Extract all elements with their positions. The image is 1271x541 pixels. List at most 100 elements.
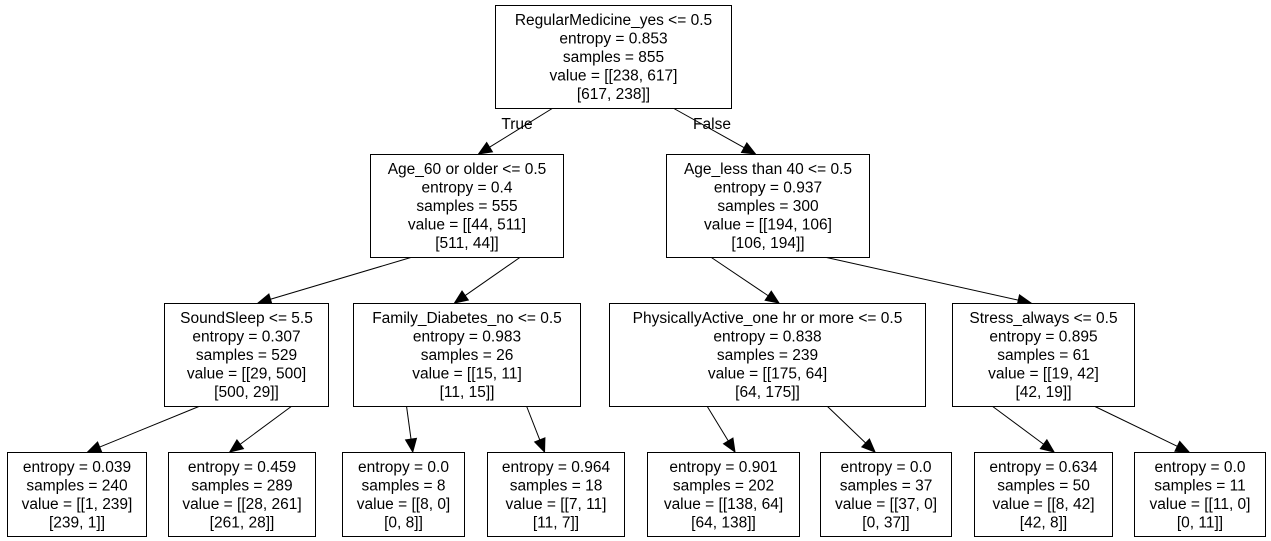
edge-label-true: True	[501, 116, 532, 133]
node-text-line: samples = 8	[361, 477, 445, 494]
node-text-line: entropy = 0.901	[669, 459, 777, 476]
node-text-line: value = [[29, 500]	[187, 366, 306, 383]
arrowhead-icon	[1174, 440, 1191, 453]
node-text-line: samples = 202	[673, 477, 774, 494]
node-box	[370, 154, 564, 258]
node-text-line: samples = 26	[421, 347, 514, 364]
node-box	[647, 452, 800, 537]
edge-line	[672, 107, 745, 149]
edge-n2-n6	[824, 256, 1033, 307]
arrowhead-icon	[1039, 438, 1056, 453]
node-text-line: value = [[175, 64]	[708, 366, 827, 383]
node-box	[342, 452, 465, 537]
node-text-line: samples = 529	[196, 347, 297, 364]
node-text-line: value = [[8, 0]	[357, 496, 451, 513]
node-text-line: entropy = 0.0	[841, 459, 932, 476]
edge-line	[706, 405, 729, 442]
edge-line	[464, 256, 521, 296]
node-text-line: [511, 44]]	[435, 235, 498, 252]
node-text-line: PhysicallyActive_one hr or more <= 0.5	[633, 310, 903, 327]
node-box	[1134, 452, 1266, 537]
tree-node-n4: Family_Diabetes_no <= 0.5 entropy = 0.983…	[353, 303, 581, 407]
node-text-line: value = [[11, 0]	[1150, 496, 1251, 513]
edge-line	[239, 405, 293, 445]
edge-line	[991, 405, 1044, 445]
tree-node-n2: Age_less than 40 <= 0.5 entropy = 0.937sa…	[666, 154, 870, 258]
node-text-line: [11, 7]]	[533, 514, 579, 531]
node-text-line: value = [[1, 239]	[22, 496, 133, 513]
node-box	[164, 303, 329, 407]
node-text-line: value = [[28, 261]	[182, 496, 301, 513]
node-text-line: [106, 194]]	[731, 235, 804, 252]
node-text-line: entropy = 0.634	[989, 459, 1098, 476]
node-text-line: value = [[15, 11]	[412, 366, 522, 383]
arrowhead-icon	[453, 290, 470, 304]
node-text-line: entropy = 0.895	[989, 329, 1097, 346]
edge-n2-n5	[710, 256, 781, 304]
edge-line	[824, 256, 1019, 301]
arrowhead-icon	[764, 290, 781, 304]
node-text-line: Age_less than 40 <= 0.5	[684, 161, 852, 178]
arrowhead-icon	[86, 441, 103, 453]
node-text-line: Age_60 or older <= 0.5	[388, 161, 547, 178]
node-text-line: samples = 11	[1154, 477, 1245, 494]
node-text-line: samples = 555	[416, 198, 517, 215]
node-text-line: SoundSleep <= 5.5	[180, 310, 313, 327]
node-text-line: value = [[37, 0]	[835, 496, 937, 513]
edge-line	[526, 405, 541, 441]
nodes-layer: RegularMedicine_yes <= 0.5 entropy = 0.85…	[7, 5, 1266, 537]
node-text-line: entropy = 0.964	[502, 459, 611, 476]
node-box	[820, 452, 952, 537]
edge-label-false: False	[693, 116, 731, 133]
node-text-line: entropy = 0.4	[422, 180, 513, 197]
arrowhead-icon	[860, 438, 876, 453]
arrowhead-icon	[533, 437, 546, 454]
node-text-line: Family_Diabetes_no <= 0.5	[372, 310, 562, 327]
tree-node-n6: Stress_always <= 0.5 entropy = 0.895sampl…	[952, 303, 1135, 407]
node-text-line: [42, 19]]	[1015, 384, 1071, 401]
node-text-line: entropy = 0.0	[1155, 459, 1246, 476]
tree-node-n0: RegularMedicine_yes <= 0.5 entropy = 0.85…	[495, 5, 732, 109]
tree-node-n5: PhysicallyActive_one hr or more <= 0.5 en…	[609, 303, 926, 407]
node-text-line: value = [[19, 42]	[988, 366, 1099, 383]
node-box	[952, 303, 1135, 407]
node-text-line: samples = 61	[997, 347, 1090, 364]
edge-n4-n10	[526, 405, 546, 454]
edge-n4-n9	[404, 405, 418, 454]
node-text-line: [11, 15]]	[440, 384, 495, 401]
node-text-line: value = [[194, 106]	[704, 217, 832, 234]
tree-node-n3: SoundSleep <= 5.5 entropy = 0.307samples …	[164, 303, 329, 407]
edge-n3-n7	[86, 405, 201, 453]
edge-n1-n4	[453, 256, 521, 304]
edge-n5-n12	[826, 405, 876, 453]
edge-line	[489, 107, 554, 148]
node-text-line: entropy = 0.937	[714, 180, 822, 197]
edge-n1-n3	[256, 256, 413, 306]
node-text-line: entropy = 0.838	[713, 329, 821, 346]
edge-line	[99, 405, 201, 448]
node-box	[168, 452, 316, 537]
edge-line	[406, 405, 412, 440]
node-text-line: [0, 8]]	[384, 514, 423, 531]
node-box	[974, 452, 1113, 537]
edge-n6-n13	[991, 405, 1056, 453]
node-text-line: entropy = 0.0	[358, 459, 449, 476]
edge-n0-n1: True	[477, 107, 554, 155]
node-box	[7, 452, 147, 537]
node-text-line: samples = 37	[840, 477, 933, 494]
node-text-line: [64, 175]]	[735, 384, 800, 401]
node-text-line: value = [[7, 11]	[506, 496, 607, 513]
node-text-line: samples = 50	[997, 477, 1090, 494]
edge-n5-n11	[706, 405, 736, 454]
node-text-line: samples = 289	[191, 477, 292, 494]
edge-n6-n14	[1093, 405, 1191, 453]
node-text-line: samples = 300	[717, 198, 819, 215]
node-text-line: value = [[44, 511]	[408, 217, 526, 234]
node-text-line: [500, 29]]	[214, 384, 279, 401]
